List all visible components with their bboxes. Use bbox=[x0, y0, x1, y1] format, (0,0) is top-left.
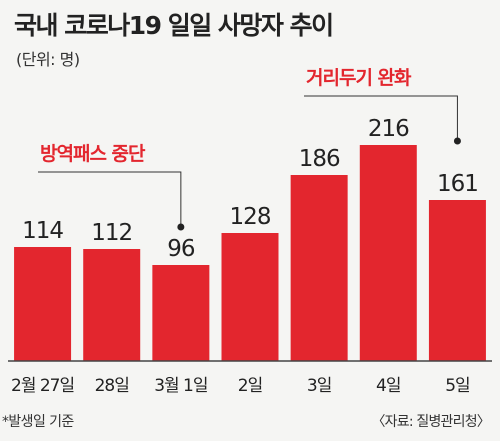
annotation-dot bbox=[453, 137, 461, 145]
value-labels-layer: 114 112 96 128 186 216 161 bbox=[22, 116, 479, 262]
annotations-layer: 방역패스 중단 거리두기 완화 bbox=[38, 67, 461, 231]
bar bbox=[14, 247, 72, 361]
chart-title: 국내 코로나19 일일 사망자 추이 bbox=[14, 11, 334, 40]
value-label: 96 bbox=[167, 236, 195, 262]
bar bbox=[428, 200, 486, 361]
annotation-leader-line bbox=[38, 171, 182, 227]
tick-labels-layer: 2월 27일 28일 3월 1일 2일 3일 4일 5일 bbox=[11, 376, 471, 396]
value-label: 112 bbox=[91, 220, 132, 246]
bar bbox=[83, 249, 141, 361]
value-label: 114 bbox=[22, 218, 63, 244]
bar bbox=[152, 265, 210, 361]
x-tick-label: 28일 bbox=[95, 376, 129, 396]
value-label: 186 bbox=[299, 146, 340, 172]
x-tick-label: 4일 bbox=[376, 376, 400, 396]
unit-label: (단위: 명) bbox=[16, 50, 80, 69]
bars-layer bbox=[14, 145, 486, 361]
x-tick-label: 2일 bbox=[238, 376, 262, 396]
annotation-label: 거리두기 완화 bbox=[306, 67, 412, 89]
x-tick-label: 2월 27일 bbox=[11, 376, 74, 396]
annotation-label: 방역패스 중단 bbox=[40, 143, 146, 165]
annotation-dot bbox=[177, 223, 185, 231]
bar bbox=[290, 175, 348, 361]
x-tick-label: 5일 bbox=[445, 376, 469, 396]
bar bbox=[359, 145, 417, 361]
value-label: 128 bbox=[230, 204, 271, 230]
value-label: 216 bbox=[368, 116, 409, 142]
x-tick-label: 3월 1일 bbox=[154, 376, 207, 396]
footnote: *발생일 기준 bbox=[2, 414, 74, 430]
x-tick-label: 3일 bbox=[307, 376, 331, 396]
bar bbox=[221, 233, 279, 361]
annotation-leader-line bbox=[304, 95, 458, 141]
source-note: 〈자료: 질병관리청〉 bbox=[371, 414, 490, 430]
value-label: 161 bbox=[437, 171, 478, 197]
